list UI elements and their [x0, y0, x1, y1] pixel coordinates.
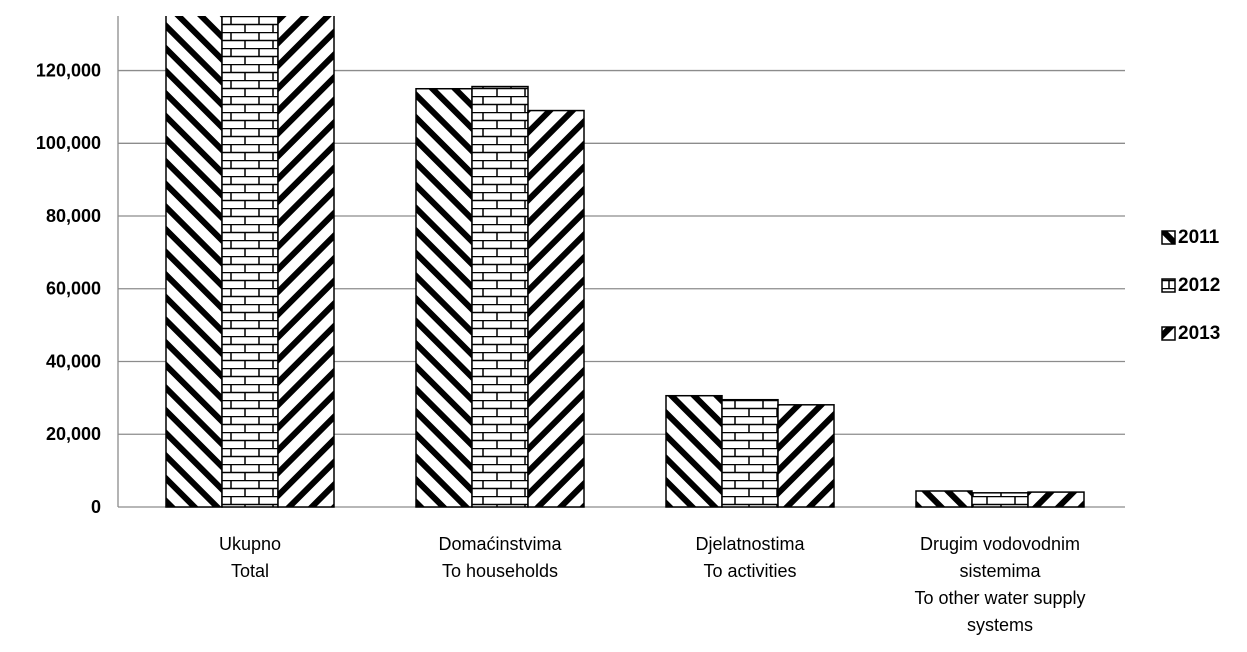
x-tick-line: Ukupno: [219, 534, 281, 554]
x-tick-line: To activities: [703, 561, 796, 581]
x-tick-line: Total: [231, 561, 269, 581]
legend-label: 2013: [1178, 323, 1220, 344]
bar: [1027, 491, 1085, 508]
x-tick-line: Djelatnostima: [695, 534, 805, 554]
x-tick-line: systems: [967, 615, 1033, 635]
y-tick-label: 20,000: [46, 424, 101, 444]
x-tick-label: Ukupno Total: [219, 534, 281, 581]
x-tick-line: To other water supply: [914, 588, 1085, 608]
bar: [527, 109, 585, 508]
x-tick-label: Domaćinstvima To households: [438, 534, 562, 581]
bar: [915, 490, 973, 508]
y-tick-label: 100,000: [36, 133, 101, 153]
bars: [165, 16, 1085, 508]
y-tick-label: 80,000: [46, 206, 101, 226]
bar: [277, 16, 335, 508]
bar: [165, 16, 223, 508]
bar: [777, 404, 835, 508]
x-tick-label: Drugim vodovodnim sistemima To other water…: [914, 534, 1085, 635]
y-tick-label: 40,000: [46, 351, 101, 371]
bar: [415, 87, 473, 508]
x-tick-line: sistemima: [959, 561, 1041, 581]
x-tick-line: Domaćinstvima: [438, 534, 562, 554]
bar: [471, 85, 529, 508]
legend-swatch: [1161, 278, 1176, 293]
y-tick-label: 0: [91, 497, 101, 517]
legend-swatch: [1161, 326, 1176, 341]
labels: 0 20,000 40,000 60,000 80,000 100,000 120,000 U…: [36, 60, 1220, 634]
bar: [665, 394, 723, 508]
x-tick-label: Djelatnostima To activities: [695, 534, 805, 581]
y-tick-label: 60,000: [46, 279, 101, 299]
x-tick-line: To households: [442, 561, 558, 581]
bar: [971, 492, 1029, 508]
legend-label: 2012: [1178, 275, 1220, 296]
legend-swatch: [1161, 230, 1176, 245]
y-tick-label: 120,000: [36, 60, 101, 80]
legend-label: 2011: [1178, 227, 1220, 248]
bar: [721, 398, 779, 508]
x-tick-line: Drugim vodovodnim: [920, 534, 1080, 554]
bar: [221, 16, 279, 508]
